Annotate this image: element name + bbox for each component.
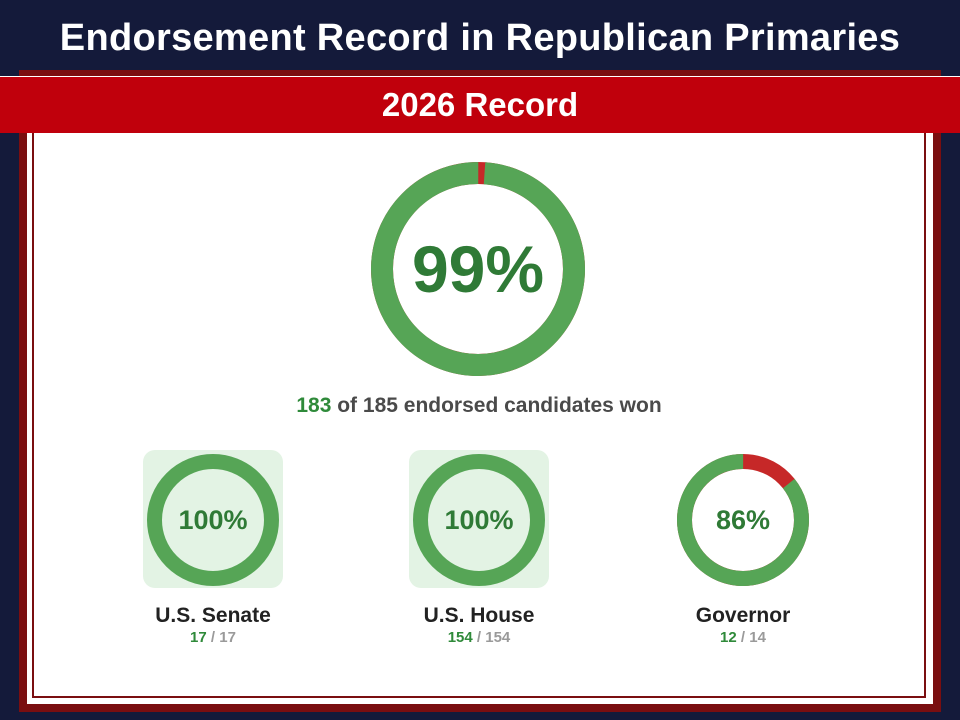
overall-donut [371, 162, 585, 376]
house-label: U.S. House [423, 604, 535, 627]
overall-summary: 183 of 185 endorsed candidates won [37, 394, 921, 418]
governor-total: / 14 [740, 629, 766, 646]
title-bar: Endorsement Record in Republican Primari… [0, 0, 960, 76]
senate-percentage: 100% [178, 504, 248, 535]
senate-donut [147, 454, 279, 586]
governor-label: Governor [695, 604, 791, 627]
house-total: / 154 [476, 629, 511, 646]
summary-text: of 185 endorsed candidates won [337, 394, 662, 417]
senate-total: / 17 [210, 629, 236, 646]
governor-count: 12 / 14 [643, 629, 843, 646]
house-won-segment [413, 454, 545, 586]
senate-label: U.S. Senate [155, 604, 271, 627]
house-donut [413, 454, 545, 586]
chart-panel: 99% 183 of 185 endorsed candidates won 1… [37, 132, 921, 694]
governor-donut [677, 454, 809, 586]
senate-won: 17 [190, 629, 207, 646]
overall-percentage: 99% [411, 232, 545, 306]
governor-won: 12 [720, 629, 737, 646]
slide-subtitle: 2026 Record [381, 86, 579, 123]
house-percentage: 100% [444, 504, 514, 535]
slide-title: Endorsement Record in Republican Primari… [59, 16, 901, 59]
subtitle-band: 2026 Record [0, 76, 960, 133]
governor-percentage: 86% [715, 504, 771, 535]
house-count: 154 / 154 [379, 629, 579, 646]
summary-won-count: 183 [296, 394, 332, 417]
house-won: 154 [447, 629, 473, 646]
senate-won-segment [147, 454, 279, 586]
senate-count: 17 / 17 [113, 629, 313, 646]
